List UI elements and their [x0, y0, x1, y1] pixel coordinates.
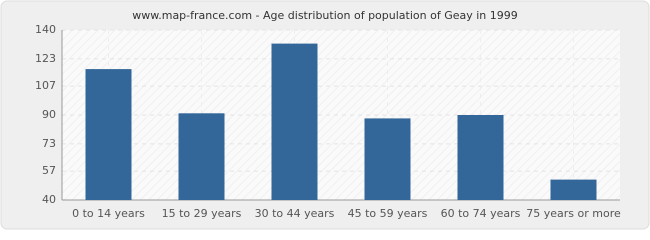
y-tick-label: 107 — [35, 79, 56, 92]
x-tick-label: 0 to 14 years — [72, 207, 145, 220]
y-tick-label: 123 — [35, 52, 56, 65]
bar — [364, 118, 411, 200]
y-tick-label: 73 — [42, 137, 56, 150]
bar — [85, 69, 132, 200]
x-tick-label: 30 to 44 years — [255, 207, 335, 220]
y-tick-label: 40 — [42, 193, 56, 206]
chart-title: www.map-france.com - Age distribution of… — [132, 9, 518, 22]
y-tick-label: 140 — [35, 23, 56, 36]
x-tick-label: 45 to 59 years — [348, 207, 428, 220]
x-tick-label: 15 to 29 years — [162, 207, 242, 220]
bar — [457, 115, 504, 200]
bar — [271, 43, 318, 200]
y-tick-label: 90 — [42, 108, 56, 121]
y-tick-label: 57 — [42, 164, 56, 177]
x-tick-label: 60 to 74 years — [441, 207, 521, 220]
bar — [178, 113, 225, 200]
x-tick-label: 75 years or more — [526, 207, 621, 220]
bar — [550, 179, 597, 200]
chart: www.map-france.com - Age distribution of… — [0, 0, 650, 230]
